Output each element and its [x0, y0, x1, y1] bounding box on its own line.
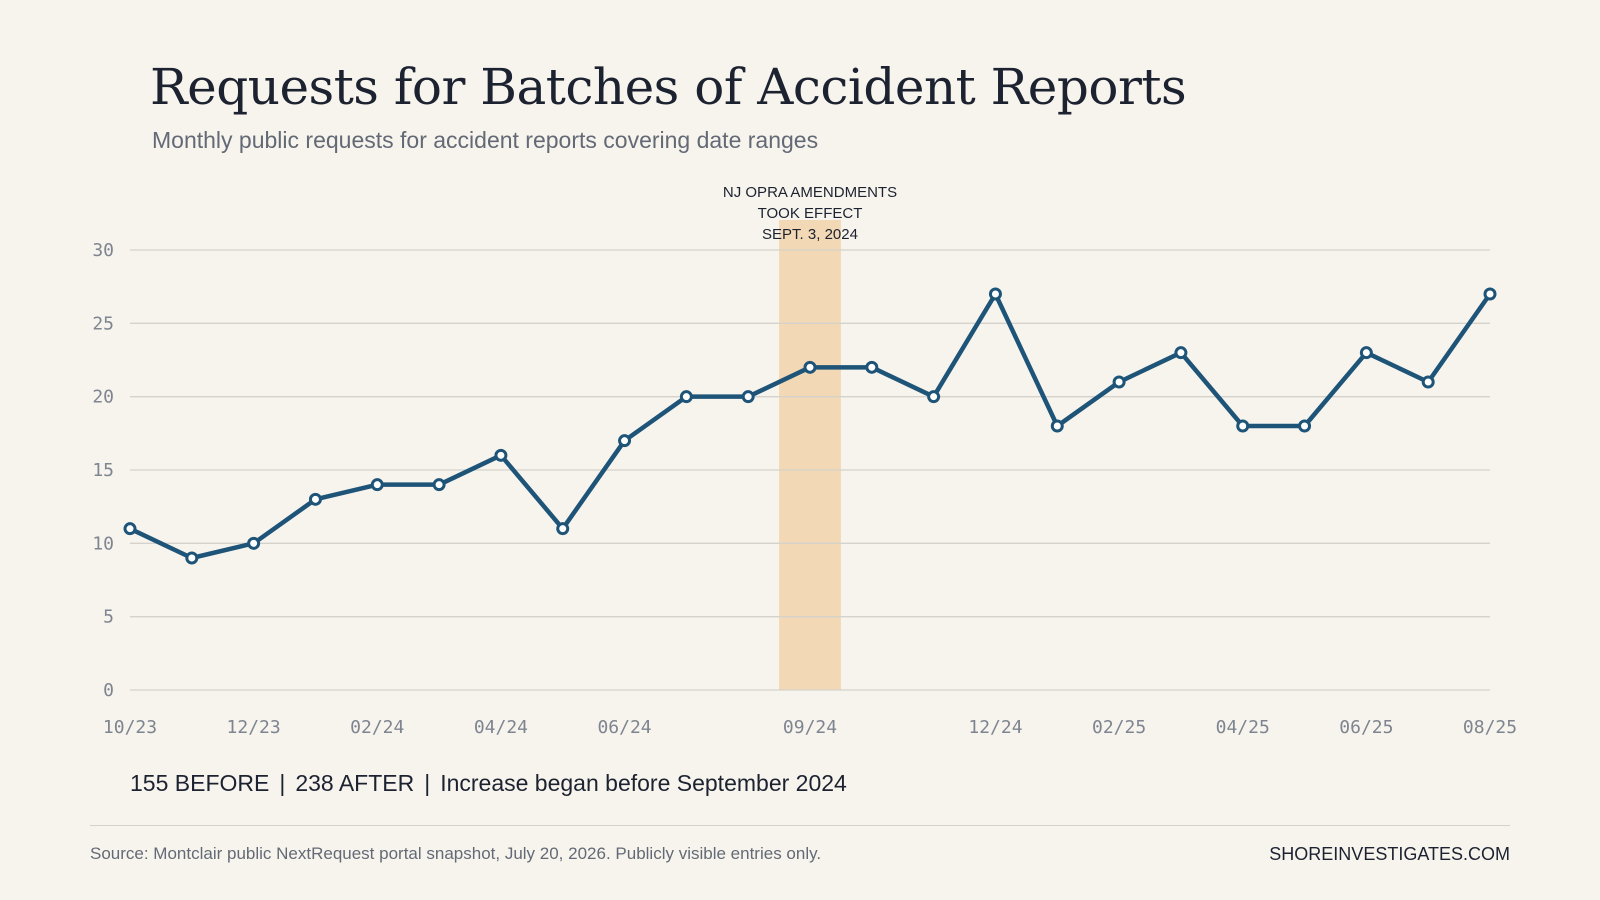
x-tick-label: 06/25 [1339, 717, 1393, 738]
x-tick-label: 04/24 [474, 717, 528, 738]
data-point [185, 551, 199, 565]
x-tick-label: 04/25 [1216, 717, 1270, 738]
data-point [556, 522, 570, 536]
x-tick-label: 12/23 [227, 717, 281, 738]
annotation-label: SEPT. 3, 2024 [762, 226, 858, 243]
data-point [927, 390, 941, 404]
grid-layer [130, 249, 1490, 691]
y-tick-label: 5 [103, 607, 114, 628]
x-tick-label: 06/24 [597, 717, 651, 738]
y-tick-label: 20 [92, 387, 114, 408]
data-point [1483, 287, 1497, 301]
stat-note: Increase began before September 2024 [440, 770, 847, 796]
data-point [803, 360, 817, 374]
x-axis: 10/23 12/23 02/24 04/24 06/24 09/24 12/24 02/25… [103, 717, 1517, 738]
y-tick-label: 0 [103, 680, 114, 701]
source-note: Source: Montclair public NextRequest por… [90, 844, 822, 863]
data-point [1174, 346, 1188, 360]
x-tick-label: 10/23 [103, 717, 157, 738]
highlight-band [779, 220, 841, 690]
data-point [1050, 419, 1064, 433]
footer-divider [90, 825, 1510, 826]
data-point [741, 390, 755, 404]
highlight-band-layer [779, 220, 841, 690]
data-point [370, 478, 384, 492]
x-tick-label: 09/24 [783, 717, 837, 738]
data-point [865, 360, 879, 374]
annotation-label: TOOK EFFECT [758, 205, 863, 222]
chart-title: Requests for Batches of Accident Reports [150, 58, 1187, 116]
annotation-label: NJ OPRA AMENDMENTS [723, 184, 897, 201]
y-axis: 0 5 10 15 20 25 30 [92, 240, 114, 701]
data-point [432, 478, 446, 492]
brand-link[interactable]: SHOREINVESTIGATES.COM [1269, 844, 1510, 864]
summary-stats: 155 BEFORE | 238 AFTER | Increase began befo… [130, 770, 847, 797]
stat-after: 238 AFTER [295, 770, 415, 796]
series-layer [123, 287, 1497, 565]
stat-separator: | [279, 770, 286, 796]
x-tick-label: 02/25 [1092, 717, 1146, 738]
y-tick-label: 25 [92, 313, 114, 334]
data-point [618, 434, 632, 448]
data-point [1359, 346, 1373, 360]
x-tick-label: 02/24 [350, 717, 404, 738]
x-tick-label: 12/24 [968, 717, 1022, 738]
data-point [1421, 375, 1435, 389]
data-point [494, 448, 508, 462]
y-tick-label: 30 [92, 240, 114, 261]
data-point [308, 492, 322, 506]
data-point [1112, 375, 1126, 389]
data-point [123, 522, 137, 536]
y-tick-label: 10 [92, 533, 114, 554]
stat-before: 155 BEFORE [130, 770, 270, 796]
data-point [679, 390, 693, 404]
chart-subtitle: Monthly public requests for accident rep… [152, 127, 819, 153]
data-point [988, 287, 1002, 301]
x-tick-label: 08/25 [1463, 717, 1517, 738]
data-point [1236, 419, 1250, 433]
data-point [247, 536, 261, 550]
line-chart: 0 5 10 15 20 25 30 10/23 12/23 02/24 04/24 06/24 09… [92, 184, 1517, 738]
stat-separator: | [424, 770, 431, 796]
data-point [1298, 419, 1312, 433]
annotation-layer: NJ OPRA AMENDMENTS TOOK EFFECT SEPT. 3, 20… [723, 184, 897, 243]
y-tick-label: 15 [92, 460, 114, 481]
